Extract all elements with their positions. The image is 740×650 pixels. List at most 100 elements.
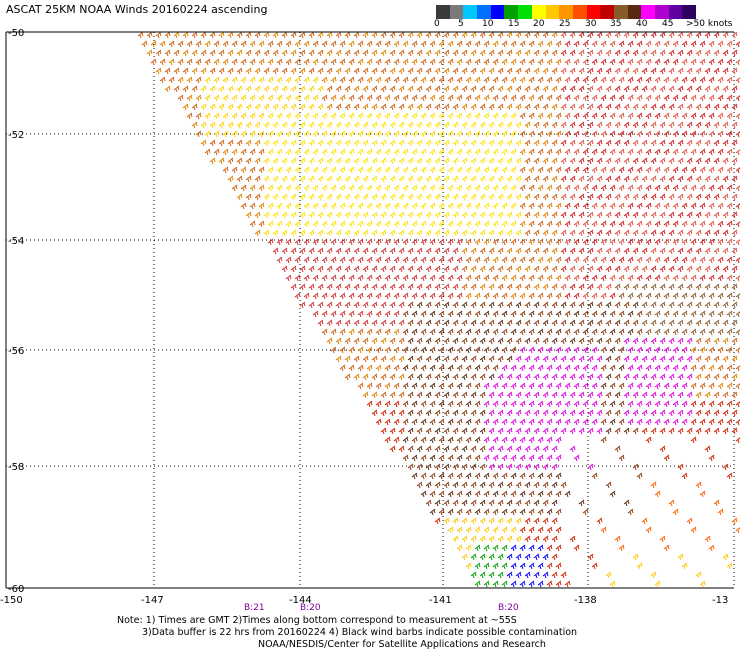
wind-barb: [690, 436, 697, 444]
wind-barb: [542, 481, 549, 489]
wind-barb: [231, 112, 238, 120]
wind-barb: [659, 211, 666, 219]
wind-barb: [249, 40, 256, 48]
wind-barb: [560, 247, 567, 255]
wind-barb: [537, 238, 544, 246]
wind-barb: [681, 256, 688, 264]
wind-barb: [375, 58, 382, 66]
wind-barb: [510, 184, 517, 192]
wind-barb: [555, 382, 562, 390]
wind-barb: [321, 112, 328, 120]
wind-barb: [641, 301, 648, 309]
wind-barb: [488, 499, 495, 507]
wind-barb: [668, 211, 675, 219]
wind-barb: [456, 382, 463, 390]
wind-barb: [497, 499, 504, 507]
wind-barb: [470, 409, 477, 417]
wind-barb: [605, 157, 612, 165]
wind-barb: [519, 490, 526, 498]
wind-barb: [276, 184, 283, 192]
wind-barb: [497, 265, 504, 273]
wind-barb: [317, 121, 324, 129]
wind-barb: [546, 436, 553, 444]
wind-barb: [465, 328, 472, 336]
wind-barb: [191, 121, 198, 129]
wind-barb: [429, 76, 436, 84]
wind-barb: [618, 112, 625, 120]
wind-barb: [456, 202, 463, 210]
wind-barb: [353, 373, 360, 381]
wind-barb: [605, 265, 612, 273]
wind-barb: [492, 526, 499, 534]
wind-barb: [411, 328, 418, 336]
wind-barb: [650, 85, 657, 93]
wind-barb: [263, 139, 270, 147]
wind-barb: [677, 67, 684, 75]
wind-barb: [330, 112, 337, 120]
wind-barb: [456, 274, 463, 282]
wind-barb: [699, 256, 706, 264]
wind-barb: [704, 31, 711, 39]
wind-barb: [636, 346, 643, 354]
wind-barb: [560, 373, 567, 381]
wind-barb: [668, 157, 675, 165]
wind-barb: [483, 346, 490, 354]
wind-barb: [623, 85, 630, 93]
wind-barb: [357, 148, 364, 156]
wind-barb: [456, 184, 463, 192]
wind-barb: [609, 310, 616, 318]
wind-barb: [533, 139, 540, 147]
axis-labels: -50-52-54-56-58-60-150 -147 -144 -141 -138 -1…: [0, 28, 728, 613]
wind-barb: [681, 76, 688, 84]
wind-barb: [699, 346, 706, 354]
wind-barb: [533, 571, 540, 579]
wind-barb: [537, 148, 544, 156]
wind-barb: [375, 310, 382, 318]
wind-barb: [429, 418, 436, 426]
wind-barb: [407, 373, 414, 381]
wind-barb: [443, 67, 450, 75]
wind-barb: [497, 49, 504, 57]
wind-barb: [731, 373, 738, 381]
wind-barb: [443, 355, 450, 363]
wind-barb: [591, 76, 598, 84]
wind-barb: [695, 49, 702, 57]
longitude-label: -138: [574, 595, 597, 606]
wind-barb: [618, 454, 625, 462]
wind-barb: [542, 85, 549, 93]
wind-barb: [699, 184, 706, 192]
wind-barb: [578, 67, 585, 75]
wind-barb: [303, 112, 310, 120]
wind-barb: [470, 229, 477, 237]
wind-barb: [290, 103, 297, 111]
wind-barb: [722, 49, 729, 57]
wind-barb: [438, 382, 445, 390]
wind-barb: [294, 256, 301, 264]
wind-barb: [650, 283, 657, 291]
wind-barb: [231, 94, 238, 102]
wind-barb: [623, 355, 630, 363]
wind-barb: [317, 211, 324, 219]
wind-barb: [578, 391, 585, 399]
wind-barb: [168, 76, 175, 84]
wind-barb: [650, 49, 657, 57]
wind-barb: [614, 391, 621, 399]
wind-barb: [272, 121, 279, 129]
wind-barb: [555, 400, 562, 408]
wind-barb: [722, 121, 729, 129]
wind-barb: [569, 157, 576, 165]
wind-barb: [488, 553, 495, 561]
wind-barb: [294, 76, 301, 84]
wind-barb: [380, 391, 387, 399]
wind-barb: [717, 400, 724, 408]
wind-barb: [384, 58, 391, 66]
wind-barb: [492, 220, 499, 228]
wind-barb: [321, 220, 328, 228]
wind-barb: [726, 40, 733, 48]
wind-barb: [699, 310, 706, 318]
wind-barb: [213, 94, 220, 102]
wind-barb: [429, 382, 436, 390]
wind-barb: [321, 58, 328, 66]
wind-barb: [587, 121, 594, 129]
wind-barb: [240, 130, 247, 138]
